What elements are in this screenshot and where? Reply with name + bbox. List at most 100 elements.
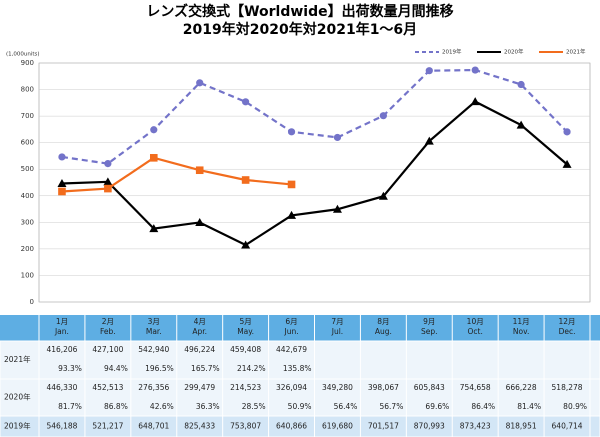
point — [104, 159, 112, 168]
cell-value: 754,658 — [460, 383, 491, 392]
cell-value: 640,714 — [552, 422, 583, 431]
y-tick-label: 700 — [21, 112, 34, 120]
point — [378, 191, 388, 200]
column-month-en: Feb. — [100, 327, 116, 336]
column-month: 8月 — [377, 317, 389, 326]
point — [149, 224, 159, 233]
cell-ratio: 81.4% — [517, 402, 541, 411]
y-tick-label: 600 — [21, 139, 34, 147]
y-tick-label: 400 — [21, 192, 34, 200]
point — [471, 66, 479, 74]
cell-value: 546,188 — [46, 422, 77, 431]
y-tick-label: 0 — [30, 298, 34, 306]
cell-value: 446,330 — [46, 383, 77, 392]
column-month: 11月 — [513, 317, 530, 326]
column-month-en: Mar. — [146, 327, 162, 336]
cell-ratio: 135.8% — [283, 364, 312, 373]
point — [517, 80, 525, 89]
cell-value: 326,094 — [276, 383, 307, 392]
cell-ratio: 36.3% — [196, 402, 220, 411]
column-month: 9月 — [423, 317, 435, 326]
plot-area — [38, 62, 591, 303]
cell-value: 518,278 — [552, 383, 583, 392]
column-month: 6月 — [285, 317, 297, 326]
point — [470, 97, 480, 106]
point — [241, 176, 250, 184]
column-month: 12月 — [559, 317, 576, 326]
table-row-bg — [0, 340, 600, 380]
cell-ratio: 214.2% — [237, 364, 266, 373]
cell-ratio: 94.4% — [104, 364, 128, 373]
cell-ratio: 86.8% — [104, 402, 128, 411]
point — [242, 98, 250, 106]
cell-value: 452,513 — [92, 383, 123, 392]
y-axis-label: (1,000units) — [6, 52, 40, 58]
series-line — [61, 156, 292, 193]
cell-value: 605,843 — [414, 383, 445, 392]
y-tick-label: 300 — [21, 218, 34, 226]
table-row-bg — [0, 378, 600, 417]
cell-value: 666,228 — [506, 383, 537, 392]
row-label: 2020年 — [4, 392, 31, 402]
column-month: 4月 — [194, 317, 206, 326]
column-month: 5月 — [239, 317, 251, 326]
series-line — [61, 68, 568, 165]
cell-value: 640,866 — [276, 422, 307, 431]
point — [332, 204, 342, 213]
cell-ratio: 93.3% — [58, 364, 82, 373]
point — [58, 187, 66, 196]
cell-ratio: 80.9% — [563, 402, 587, 411]
table-row-bg — [0, 415, 600, 437]
point — [424, 136, 434, 145]
cell-ratio: 69.6% — [425, 402, 449, 411]
cell-value: 521,217 — [92, 422, 123, 431]
column-month-en: Aug. — [375, 327, 392, 336]
cell-value: 619,680 — [322, 422, 353, 431]
column-month-en: Sep. — [421, 327, 438, 336]
cell-value: 542,940 — [138, 345, 169, 354]
cell-ratio: 42.6% — [150, 402, 174, 411]
cell-ratio: 81.7% — [58, 402, 82, 411]
cell-value: 427,100 — [92, 345, 123, 354]
cell-value: 299,479 — [184, 383, 215, 392]
y-tick-label: 900 — [21, 59, 34, 67]
cell-value: 398,067 — [368, 383, 399, 392]
cell-value: 648,701 — [138, 422, 169, 431]
column-month-en: Apr. — [192, 327, 207, 336]
legend-label: 2019年 — [442, 48, 462, 56]
chart-title: レンズ交換式【Worldwide】出荷数量月間推移 — [146, 3, 453, 20]
chart-subtitle: 2019年対2020年対2021年1～6月 — [183, 21, 417, 38]
column-month: 10月 — [467, 317, 484, 326]
row-label: 2021年 — [4, 354, 31, 364]
point — [104, 184, 112, 193]
column-month-en: Jun. — [283, 327, 298, 336]
table-header — [0, 315, 600, 341]
cell-ratio: 196.5% — [145, 364, 174, 373]
column-month-en: Jan. — [54, 327, 69, 336]
cell-ratio: 165.7% — [191, 364, 220, 373]
cell-value: 496,224 — [184, 345, 215, 354]
cell-value: 459,408 — [230, 345, 261, 354]
row-label: 2019年 — [4, 421, 31, 431]
cell-value: 825,433 — [184, 422, 215, 431]
cell-value: 416,206 — [46, 345, 77, 354]
column-month: 2月 — [102, 317, 114, 326]
column-month: 3月 — [148, 317, 160, 326]
point — [57, 178, 67, 187]
cell-value: 276,356 — [138, 383, 169, 392]
point — [563, 128, 571, 136]
column-month-en: Dec. — [559, 327, 576, 336]
column-month: 7月 — [331, 317, 343, 326]
cell-ratio: 28.5% — [242, 402, 266, 411]
column-month-en: May. — [237, 327, 254, 336]
point — [287, 128, 296, 136]
point — [241, 240, 251, 249]
point — [379, 112, 387, 120]
y-tick-label: 200 — [21, 245, 34, 253]
point — [150, 126, 158, 134]
cell-value: 442,679 — [276, 345, 307, 354]
point — [195, 166, 204, 175]
cell-ratio: 56.7% — [380, 402, 404, 411]
legend-label: 2020年 — [504, 48, 524, 56]
